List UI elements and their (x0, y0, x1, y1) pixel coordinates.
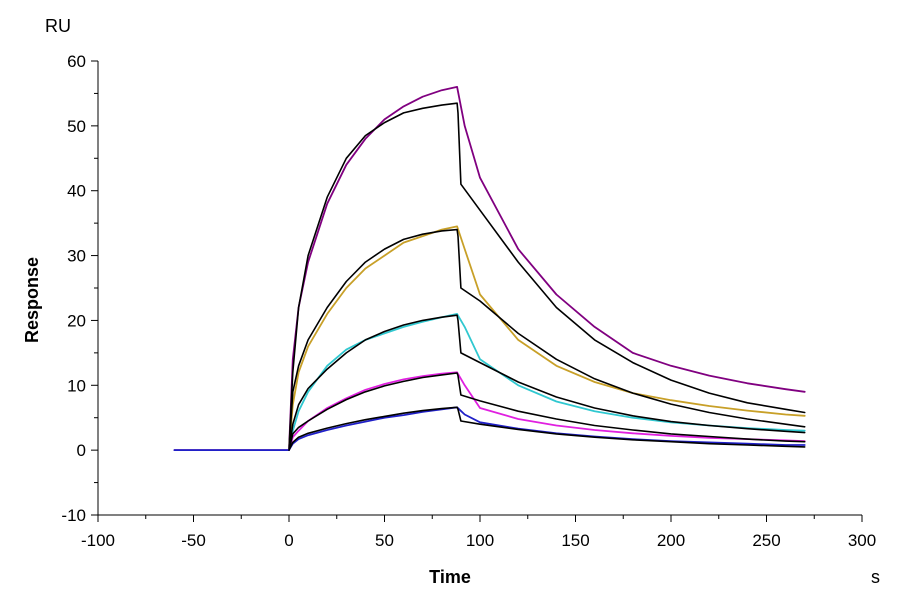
response-curve-6 (173, 371, 806, 452)
fit-curve-3 (288, 228, 806, 451)
y-tick-label: 50 (67, 117, 86, 136)
x-unit-label: s (871, 567, 880, 587)
response-curve-4 (173, 312, 806, 452)
x-tick-label: 200 (657, 531, 685, 550)
series-group (173, 86, 806, 452)
x-axis-title: Time (429, 567, 471, 587)
x-tick-label: 250 (752, 531, 780, 550)
response-curve-0 (173, 86, 806, 452)
axes (97, 61, 862, 516)
tick-labels: -100 -50 0 50 100 150 200 250 300-10010203040506… (61, 52, 876, 550)
fit-curve-7 (288, 372, 806, 451)
y-tick-label: 30 (67, 247, 86, 266)
x-tick-label: -50 (181, 531, 206, 550)
y-unit-label: RU (45, 16, 71, 36)
y-tick-label: 0 (77, 441, 86, 460)
fit-curve-1 (288, 102, 806, 451)
fit-curve-5 (288, 314, 806, 451)
tick-marks (91, 60, 863, 522)
y-tick-label: 10 (67, 376, 86, 395)
x-tick-label: 300 (848, 531, 876, 550)
x-tick-label: 150 (561, 531, 589, 550)
y-tick-label: -10 (61, 506, 86, 525)
x-tick-label: 100 (466, 531, 494, 550)
x-tick-label: 0 (284, 531, 293, 550)
y-tick-label: 60 (67, 52, 86, 71)
x-tick-label: -100 (81, 531, 115, 550)
x-tick-label: 50 (375, 531, 394, 550)
y-axis-title: Response (22, 257, 42, 343)
y-tick-label: 20 (67, 311, 86, 330)
y-tick-label: 40 (67, 182, 86, 201)
response-curve-2 (173, 225, 806, 452)
fit-curve-9 (288, 406, 806, 451)
